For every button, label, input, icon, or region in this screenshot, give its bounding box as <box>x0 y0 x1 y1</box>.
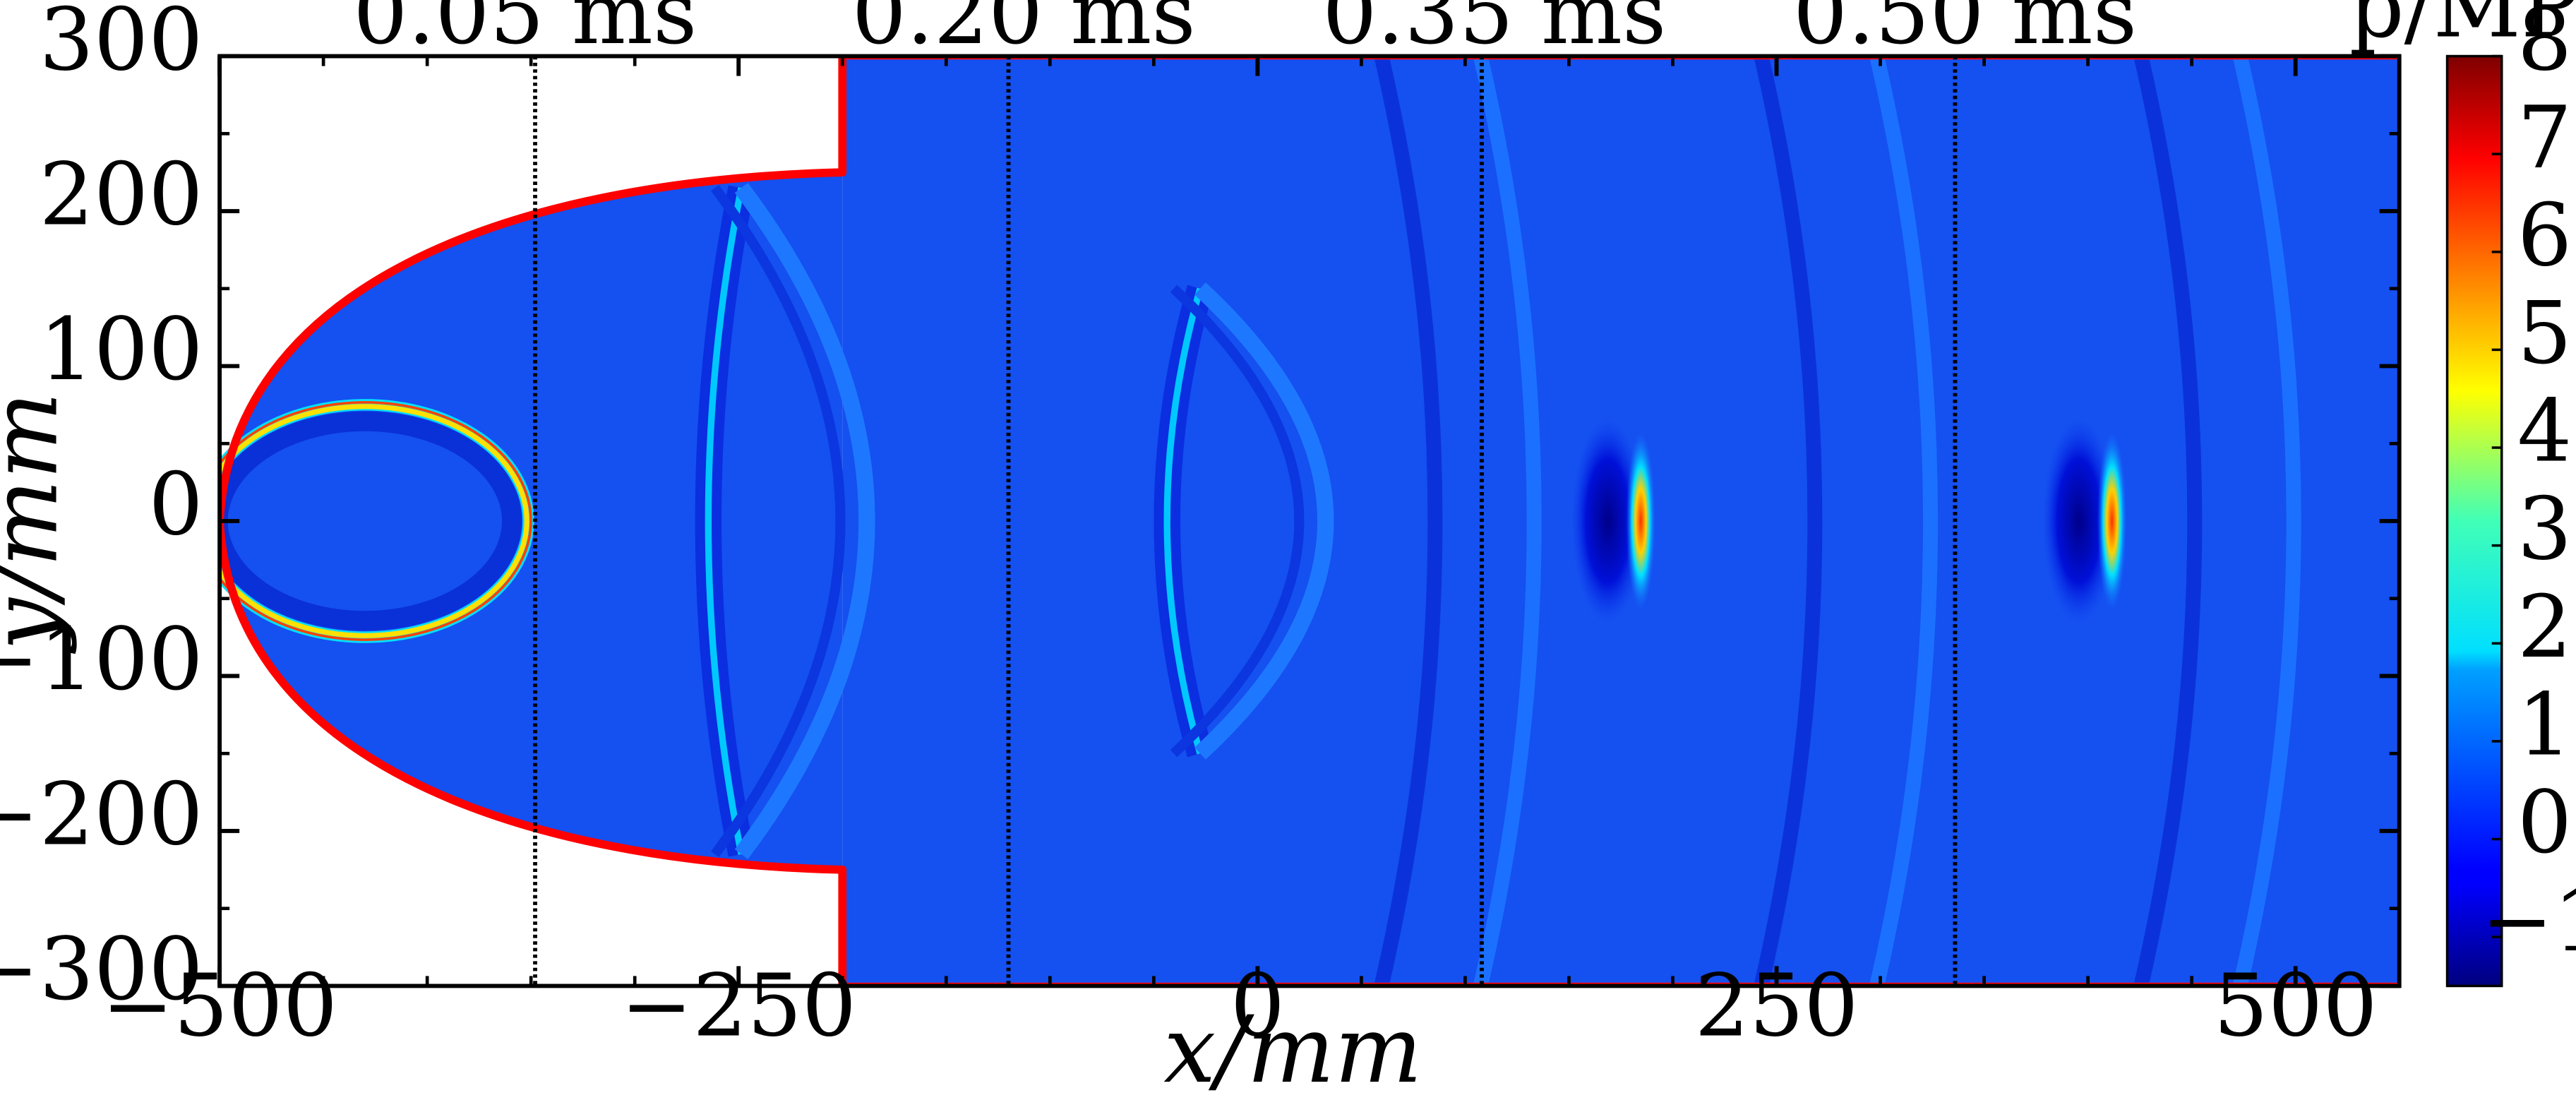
outer-wavefront <box>2133 56 2203 986</box>
colorbar-tick-label: −1 <box>2481 871 2576 971</box>
outer-wavefront <box>1869 56 1939 986</box>
snapshot-label: 0.35 ms <box>1322 0 1666 64</box>
y-tick-label: −300 <box>0 919 203 1020</box>
focus-trough <box>1571 418 1644 624</box>
y-tick-label: −200 <box>0 765 203 865</box>
outer-wavefront <box>1754 56 1823 986</box>
axes: 0.05 ms 0.20 ms 0.35 ms 0.50 ms −500 −250 0 250… <box>0 0 2402 1100</box>
y-tick-label: −100 <box>0 609 203 710</box>
wavefront-diverging-trough <box>1170 285 1305 758</box>
snapshot-label: 0.05 ms <box>353 0 697 64</box>
y-tick-label: 300 <box>40 0 203 90</box>
ring-crest <box>220 404 529 638</box>
outer-wavefront <box>2232 56 2301 986</box>
colorbar-gradient <box>2445 54 2503 988</box>
wavefront-diverging <box>1194 282 1334 760</box>
colorbar-tick-label: 7 <box>2517 88 2572 188</box>
snapshot-label: 0.20 ms <box>852 0 1196 64</box>
wavefront-diverging <box>734 183 875 859</box>
x-tick-label: −500 <box>102 956 337 1056</box>
y-tick-label: 0 <box>148 455 203 555</box>
colorbar-tick-label: 6 <box>2517 185 2572 285</box>
focus-peak <box>2097 430 2127 612</box>
x-tick-label: 0 <box>1230 956 1285 1056</box>
y-axis-label: y/mm <box>0 392 78 654</box>
outer-wavefront <box>1374 56 1443 986</box>
colorbar-tick-label: 5 <box>2517 283 2572 383</box>
ring-peak <box>220 401 532 641</box>
colorbar-tick-label: 2 <box>2517 577 2572 677</box>
colorbar-tick-label: 4 <box>2517 381 2572 482</box>
snapshot-label: 0.50 ms <box>1793 0 2137 64</box>
colorbar-tick-label: 3 <box>2517 479 2572 579</box>
wavefront-diverging-trough <box>711 184 846 858</box>
reflector-outline <box>220 56 847 986</box>
outer-wavefront <box>1473 56 1542 986</box>
x-tick-label: 250 <box>1694 956 1858 1056</box>
ring-trough <box>220 411 522 631</box>
colorbar-tick-label: 1 <box>2517 675 2572 775</box>
colorbar-tick-label: 8 <box>2517 0 2572 90</box>
y-tick-label: 100 <box>40 299 203 400</box>
colorbar-label: p/MPa <box>2349 0 2576 56</box>
wavefront-crest <box>705 187 745 855</box>
x-tick-label: −250 <box>621 956 856 1056</box>
x-tick-label: 500 <box>2214 956 2378 1056</box>
colorbar-tick-label: 0 <box>2517 772 2572 873</box>
y-tick-label: 200 <box>40 145 203 245</box>
x-axis-label: x/mm <box>1163 996 1422 1100</box>
wavefront-crest <box>1163 287 1204 755</box>
pressure-field <box>220 56 2400 986</box>
focus-peak <box>1626 430 1656 612</box>
focus-trough <box>2042 418 2116 624</box>
plot-area <box>220 56 2400 986</box>
